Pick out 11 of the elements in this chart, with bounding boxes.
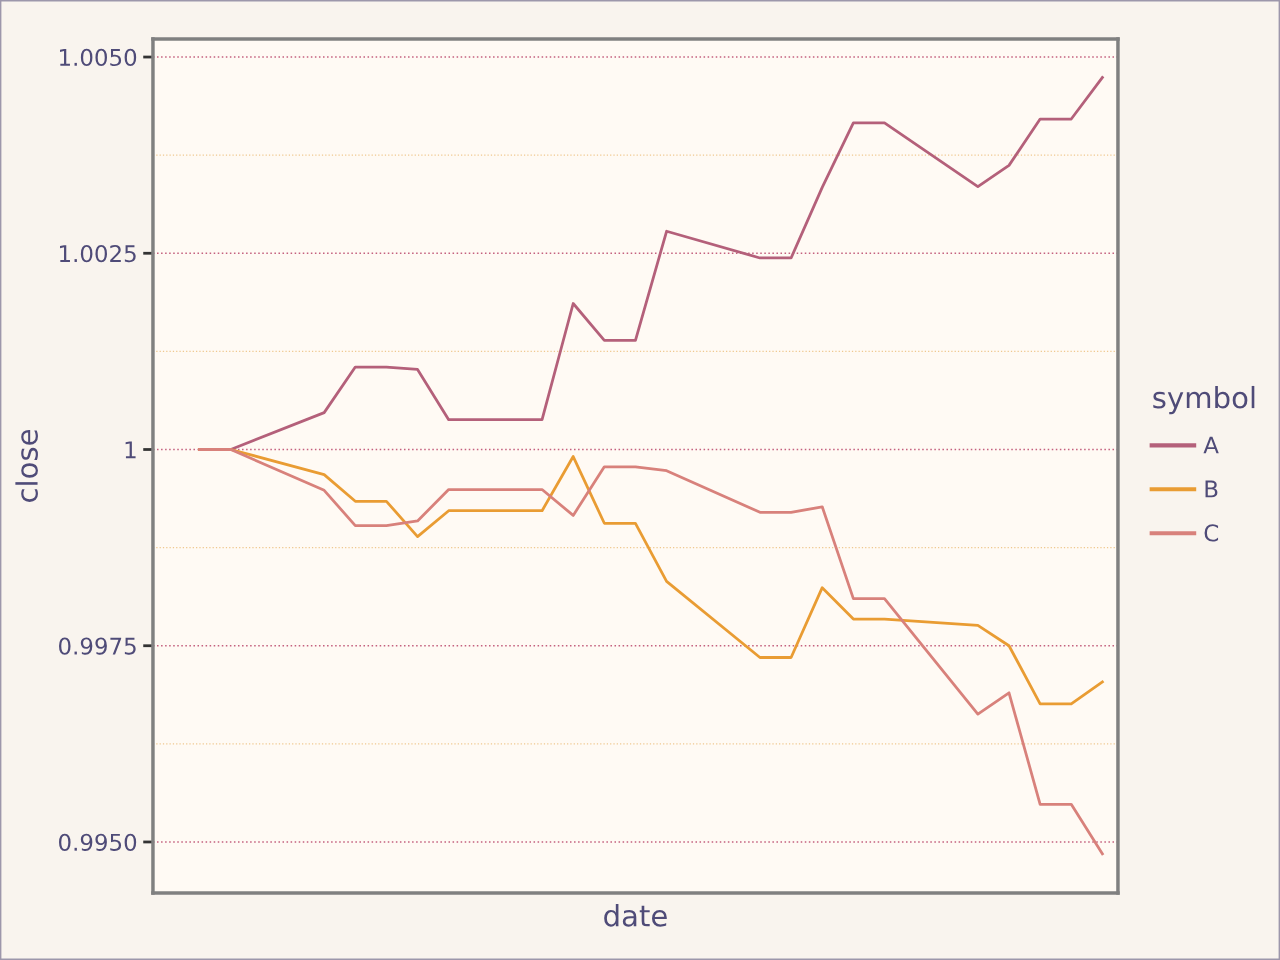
y-tick-label: 0.9950: [59, 833, 137, 851]
legend-label: B: [1205, 480, 1218, 498]
x-axis-title: date: [604, 904, 667, 927]
y-axis-title: close: [15, 429, 38, 502]
y-tick-label: 1.0025: [60, 244, 136, 263]
legend-label: C: [1204, 524, 1219, 542]
legend-label: A: [1203, 436, 1219, 454]
y-tick-label: 0.9975: [59, 637, 136, 655]
y-tick-label: 1: [125, 441, 136, 459]
y-tick-label: 1.0050: [60, 48, 137, 67]
legend-title: symbol: [1153, 385, 1255, 415]
